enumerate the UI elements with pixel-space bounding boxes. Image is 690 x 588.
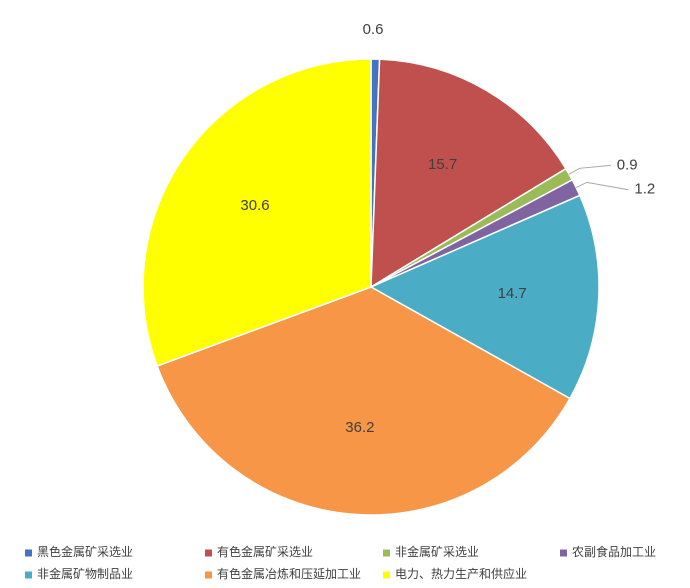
pie-slice xyxy=(370,58,567,289)
legend-swatch xyxy=(205,549,212,557)
pie-slice xyxy=(369,194,600,400)
data-label: 30.6 xyxy=(240,197,269,214)
legend-label: 有色金属矿采选业 xyxy=(217,544,313,559)
legend-swatch xyxy=(25,571,32,579)
pie-slice xyxy=(156,286,571,516)
data-label: 14.7 xyxy=(498,285,527,302)
data-label: 0.9 xyxy=(617,156,638,173)
leader-line xyxy=(568,164,611,175)
legend-swatch xyxy=(560,549,567,557)
legend-swatch xyxy=(205,571,212,579)
data-label: 1.2 xyxy=(634,181,655,198)
legend-label: 有色金属冶炼和压延加工业 xyxy=(217,566,361,581)
legend-label: 黑色金属矿采选业 xyxy=(37,544,133,559)
data-label: 15.7 xyxy=(428,156,457,173)
legend-label: 农副食品加工业 xyxy=(572,544,656,559)
data-label: 0.6 xyxy=(363,21,384,38)
pie-slice xyxy=(142,58,372,367)
data-label: 36.2 xyxy=(345,419,374,436)
legend-swatch xyxy=(383,571,390,579)
leader-line xyxy=(575,181,629,191)
legend-label: 非金属矿采选业 xyxy=(395,544,479,559)
legend-label: 非金属矿物制品业 xyxy=(37,566,133,581)
legend-swatch xyxy=(25,549,32,557)
legend-swatch xyxy=(383,549,390,557)
legend-label: 电力、热力生产和供应业 xyxy=(395,566,527,581)
